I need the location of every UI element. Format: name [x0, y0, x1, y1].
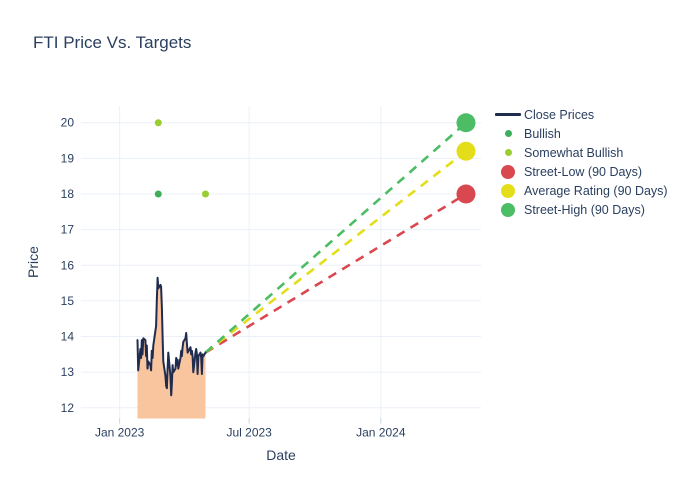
chart-title: FTI Price Vs. Targets [33, 33, 192, 52]
dot-swatch-icon [504, 149, 512, 156]
y-tick-label-20: 20 [61, 116, 75, 130]
legend-label: Somewhat Bullish [524, 145, 624, 160]
legend-item-bullish[interactable]: Bullish [492, 124, 668, 143]
line-swatch-icon [495, 113, 521, 116]
dot-swatch-icon [501, 164, 515, 179]
legend-label: Street-Low (90 Days) [524, 164, 643, 179]
y-tick-label-18: 18 [61, 187, 75, 201]
legend-dot-swatch [492, 183, 524, 198]
grid-layer [81, 106, 481, 424]
average-rating-90-days-line[interactable] [204, 150, 467, 354]
legend-dot-swatch [492, 130, 524, 137]
y-axis-title: Price [25, 246, 41, 278]
series-layer [136, 113, 476, 419]
somewhat-bullish-marker[interactable] [202, 190, 210, 198]
street-high-90-days-marker[interactable] [456, 113, 476, 133]
y-tick-label-16: 16 [61, 258, 75, 272]
legend-line-swatch [492, 113, 524, 116]
y-tick-label-15: 15 [61, 294, 75, 308]
legend-item-average-rating-90-days[interactable]: Average Rating (90 Days) [492, 181, 668, 200]
y-tick-label-19: 19 [61, 151, 75, 165]
street-low-90-days-line[interactable] [204, 192, 467, 354]
dot-swatch-icon [501, 183, 515, 198]
legend-label: Street-High (90 Days) [524, 202, 645, 217]
legend-dot-swatch [492, 164, 524, 179]
x-tick-label-2: Jan 2024 [356, 426, 406, 440]
dot-swatch-icon [501, 202, 515, 217]
y-tick-label-17: 17 [61, 223, 75, 237]
legend-dot-swatch [492, 149, 524, 156]
street-low-90-days-marker[interactable] [456, 184, 476, 204]
legend-item-street-high-90-days[interactable]: Street-High (90 Days) [492, 200, 668, 219]
legend-label: Average Rating (90 Days) [524, 183, 668, 198]
dot-swatch-icon [504, 130, 512, 137]
y-tick-label-13: 13 [61, 365, 75, 379]
legend-label: Close Prices [524, 107, 595, 122]
legend-label: Bullish [524, 126, 561, 141]
somewhat-bullish-marker[interactable] [154, 119, 162, 127]
x-tick-label-0: Jan 2023 [95, 426, 145, 440]
average-rating-90-days-marker[interactable] [456, 141, 476, 161]
close-price-line[interactable] [136, 276, 207, 397]
legend-item-street-low-90-days[interactable]: Street-Low (90 Days) [492, 162, 668, 181]
legend: Close Prices Bullish Somewhat Bullish Stree… [492, 105, 668, 219]
bullish-marker[interactable] [154, 190, 162, 198]
legend-item-close-prices[interactable]: Close Prices [492, 105, 668, 124]
y-tick-label-12: 12 [61, 401, 75, 415]
legend-item-somewhat-bullish[interactable]: Somewhat Bullish [492, 143, 668, 162]
y-tick-label-14: 14 [61, 330, 75, 344]
x-axis-title: Date [266, 447, 296, 463]
close-price-area [137, 277, 206, 419]
x-tick-label-1: Jul 2023 [226, 426, 272, 440]
street-high-90-days-line[interactable] [204, 121, 467, 354]
tick-layer: 12 13 14 15 16 17 18 19 20 Jan 2023 Jul 2023 Jan 20… [61, 116, 406, 440]
legend-dot-swatch [492, 202, 524, 217]
